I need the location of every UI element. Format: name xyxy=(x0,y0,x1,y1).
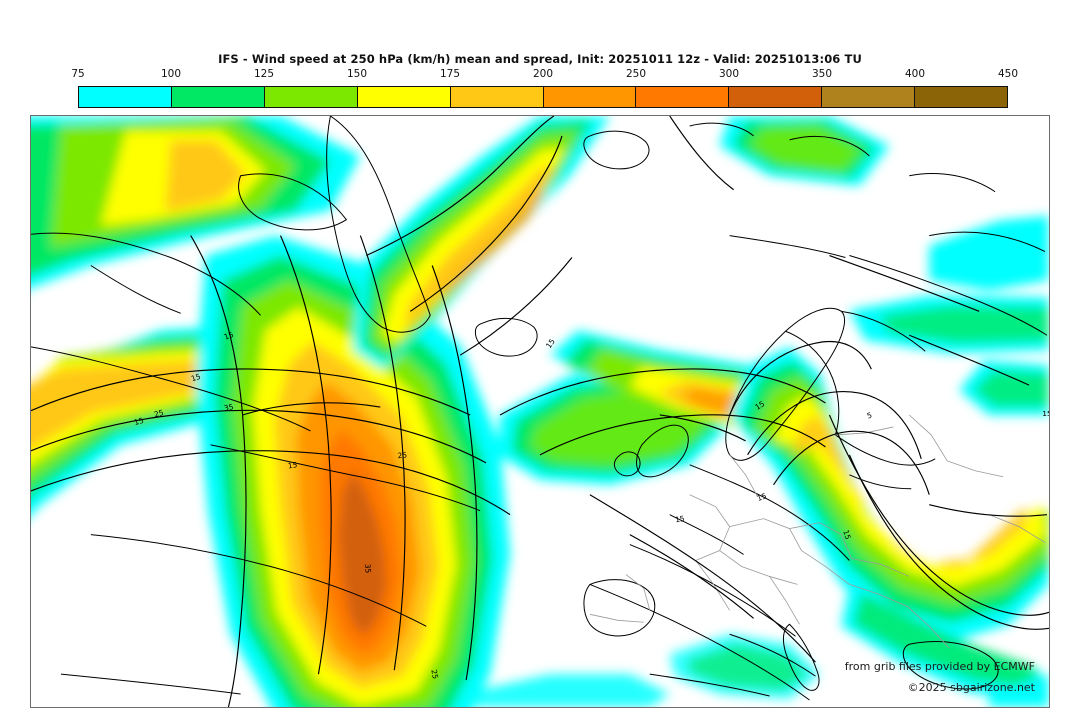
svg-text:15: 15 xyxy=(841,529,853,541)
page-title: IFS - Wind speed at 250 hPa (km/h) mean … xyxy=(218,52,862,66)
colorbar-legend: 75 100 125 150 175 200 250 300 350 400 450 xyxy=(71,68,1018,110)
colorbar-tick-75: 75 xyxy=(71,68,85,80)
svg-text:15: 15 xyxy=(133,416,145,427)
colorbar-tick-175: 175 xyxy=(439,68,461,80)
map-canvas[interactable]: 25 35 15 15 25 35 25 15 15 15 15 15 15 5… xyxy=(30,115,1050,708)
svg-text:5: 5 xyxy=(866,410,874,420)
svg-text:35: 35 xyxy=(363,563,373,573)
colorbar-band-8 xyxy=(822,87,916,107)
country-borders xyxy=(589,414,1046,649)
svg-text:15: 15 xyxy=(223,330,235,342)
svg-text:15: 15 xyxy=(287,460,298,470)
colorbar-tick-450: 450 xyxy=(997,68,1019,80)
colorbar-band-1 xyxy=(171,87,265,107)
colorbar-bands xyxy=(78,86,1008,108)
svg-text:35: 35 xyxy=(223,402,234,413)
colorbar-band-6 xyxy=(636,87,730,107)
colorbar-band-7 xyxy=(729,87,823,107)
colorbar-band-5 xyxy=(543,87,637,107)
svg-text:25: 25 xyxy=(429,669,440,680)
colorbar-tick-200: 200 xyxy=(532,68,554,80)
svg-text:25: 25 xyxy=(397,450,408,460)
colorbar-tick-100: 100 xyxy=(160,68,182,80)
band-group-top-center xyxy=(959,360,1049,415)
colorbar-tick-150: 150 xyxy=(346,68,368,80)
band-group-nw xyxy=(31,116,361,288)
svg-text:15: 15 xyxy=(756,491,768,503)
weather-field-svg: 25 35 15 15 25 35 25 15 15 15 15 15 15 5… xyxy=(31,116,1049,707)
colorbar-band-2 xyxy=(264,87,358,107)
wind-speed-shading xyxy=(31,116,1049,707)
colorbar-band-0 xyxy=(79,87,172,107)
band-group-south xyxy=(460,634,820,707)
band-group-far-east xyxy=(719,116,1049,354)
colorbar-tick-125: 125 xyxy=(253,68,275,80)
coastlines xyxy=(31,116,1048,701)
svg-text:15: 15 xyxy=(753,399,766,412)
svg-text:15: 15 xyxy=(674,514,685,525)
svg-text:25: 25 xyxy=(153,408,165,419)
colorbar-tick-400: 400 xyxy=(904,68,926,80)
colorbar-tick-350: 350 xyxy=(811,68,833,80)
colorbar-tick-250: 250 xyxy=(625,68,647,80)
colorbar-band-3 xyxy=(357,87,451,107)
band-group-norway-jet xyxy=(729,347,1049,643)
colorbar-band-4 xyxy=(450,87,544,107)
svg-text:15: 15 xyxy=(190,372,202,384)
colorbar-tick-300: 300 xyxy=(718,68,740,80)
colorbar-tick-labels: 75 100 125 150 175 200 250 300 350 400 450 xyxy=(71,68,1018,84)
spread-contours xyxy=(31,116,1049,707)
svg-text:15: 15 xyxy=(1042,409,1049,418)
colorbar-band-9 xyxy=(915,87,1008,107)
